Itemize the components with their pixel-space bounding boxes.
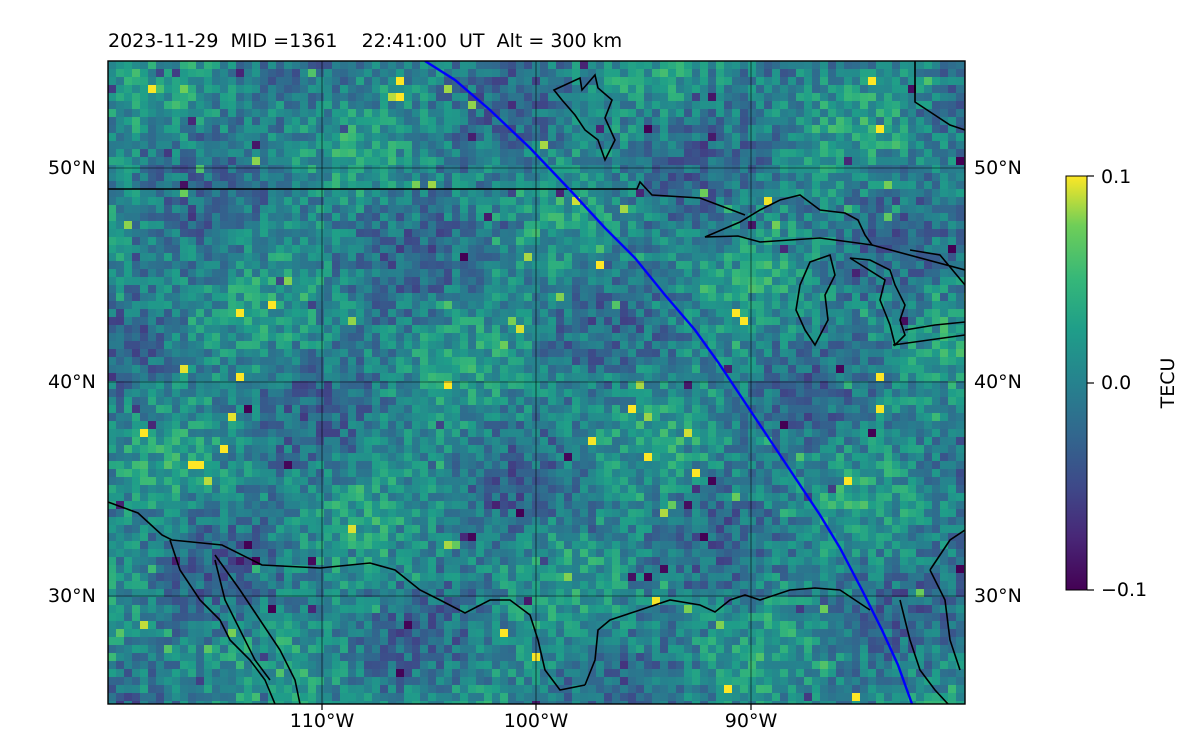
tec-pixel-field <box>108 61 965 704</box>
lat-label-left-40: 40°N <box>48 371 96 393</box>
satellite-track <box>424 61 914 704</box>
florida-outline <box>899 529 965 704</box>
baja-california-outline <box>169 539 276 704</box>
lake-huron-outline <box>849 257 906 347</box>
lat-label-left-50: 50°N <box>48 157 96 179</box>
colorbar-label: TECU <box>1157 357 1179 409</box>
gulf-of-california-coast <box>214 554 301 704</box>
colorbar-tick-zero: 0.0 <box>1101 372 1132 394</box>
gulf-of-mexico-coast <box>584 587 871 686</box>
coastlines-and-borders <box>108 61 965 704</box>
upper-great-lakes-shore <box>871 244 965 346</box>
axis-ticks <box>321 704 752 710</box>
lat-label-right-40: 40°N <box>974 371 1022 393</box>
colorbar-tick-max: 0.1 <box>1101 166 1132 188</box>
lon-label-100w: 100°W <box>503 710 569 732</box>
colorbar-ticks <box>1087 175 1094 591</box>
lat-label-left-30: 30°N <box>48 585 96 607</box>
colorbar-tick-min: −0.1 <box>1101 579 1148 601</box>
colorbar <box>1065 175 1088 591</box>
mexico-border <box>108 501 586 691</box>
lon-label-90w: 90°W <box>724 710 778 732</box>
lat-label-right-30: 30°N <box>974 585 1022 607</box>
us-canada-border <box>108 180 746 216</box>
lon-label-110w: 110°W <box>289 710 355 732</box>
lat-label-right-50: 50°N <box>974 157 1022 179</box>
hudson-bay-island-outline <box>552 73 616 163</box>
plot-title: 2023-11-29 MID =1361 22:41:00 UT Alt = 3… <box>108 30 623 52</box>
gridlines <box>108 61 965 704</box>
lake-superior-outline <box>704 194 874 247</box>
northeast-coast <box>914 61 965 131</box>
lake-michigan-outline <box>795 253 836 347</box>
